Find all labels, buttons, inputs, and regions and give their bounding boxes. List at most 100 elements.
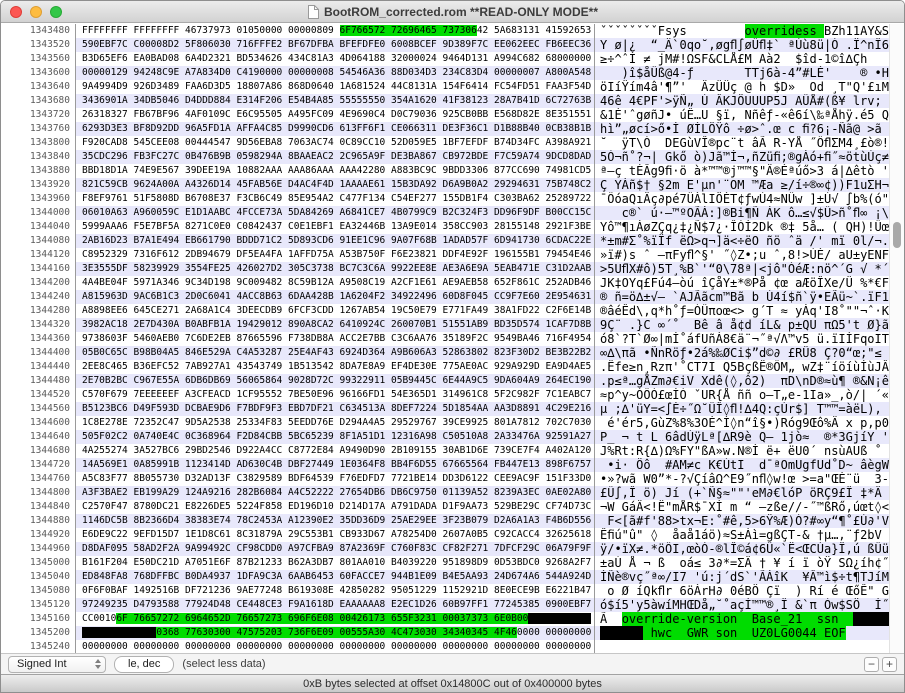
ascii-cell[interactable]: )î$åÛß@4-ƒ TTj6à-4”#LÉ' ® •H	[595, 66, 891, 80]
ascii-cell[interactable]: ó$í5'y5àwíMHŒDå„˘˚açÍ™™®¸Ï &`π Òw$SÖ Ì˝	[595, 598, 891, 612]
ascii-cell[interactable]: hwc GWR son UZ0LG0044 EOF	[595, 626, 891, 640]
ascii-cell[interactable]: ó8`?T`Ø∞|mÍ˚áfUñÁ8€ä¨¬˝ª√Λ™v5 ü.ïIÍFqoIT	[595, 332, 891, 346]
ascii-cell[interactable]: £Û∫‚Î ö) Jí (+`Ñ§≈""'eM∂€lóP öRÇ9£Ï ‡*Ä	[595, 486, 891, 500]
ascii-cell[interactable]: »ï#)s ˆ –πFyﬂ^§' ˝◊Z•;u ˆ‚8!>ÙÈ/ aU±yENF	[595, 248, 891, 262]
hex-bytes-cell[interactable]: A8898EE6 645CE271 2A68A1C4 3DEECDB9 6FCF…	[76, 304, 595, 318]
hex-bytes-cell[interactable]: B161F204 E50DC21D A7051E6F 87B21233 B62A…	[76, 556, 595, 570]
ascii-cell[interactable]: c®` ú·–™ºOÃÁ:]®Bi¶Ñ ÁK ô…≤√$Û>ñ˚ﬂ∞ ¡\	[595, 206, 891, 220]
ascii-cell[interactable]: ˘ ÿT\Ó DEGùVÎ®pc¨t âÃ R-YÅ ˝ÔﬂΣM4¸£ò®!	[595, 136, 891, 150]
ascii-cell[interactable]: é'ér5‚GùZ%8%3OÉ^Ì◊n“î§•)Róg9Œô%Ä x p‚p0	[595, 416, 891, 430]
hex-bytes-cell[interactable]: 97249235 D4793588 77924D48 CE448CE3 F9A1…	[76, 598, 595, 612]
hex-bytes-cell[interactable]: 35CDC296 FB3FC27C 0B476B9B 0598294A 8BAA…	[76, 150, 595, 164]
hex-bytes-cell[interactable]: A3F3BAE2 EB199A29 124A9216 282B6084 A4C5…	[76, 486, 595, 500]
hex-bytes-cell[interactable]: D8DAF095 58AD2F2A 9A99492C CF98CDD0 A97C…	[76, 542, 595, 556]
ascii-cell[interactable]: •i· Öô #AM≠c K€ÚtI d¯ªOmUgfUd˚D~ âègW	[595, 458, 891, 472]
ascii-cell[interactable]: 5Ò¬ñ˚?¬| Gkő ò)Jã™Í¬‚ñZüﬁ;®gÀó+ﬁ˝≈ötùÙç≠	[595, 150, 891, 164]
hex-bytes-cell[interactable]: 2E70B2BC C967E55A 6DB6DB69 56065864 9028…	[76, 374, 595, 388]
ascii-cell[interactable]: Êﬁú"û" ◊ åaå1áö)≈S±Àì=gßÇT-& †µ…‚¨ƒ2bV	[595, 528, 891, 542]
ascii-cell[interactable]: ¬W GáÄ<!Ë"mÅR$¯XÌ m “ –zße//-˝™ßRő‚úœt◊<	[595, 500, 891, 514]
ascii-cell[interactable]: .p≤ª…gÅZm∂€iV Xdê(◊‚ô2) πD\nD®≈ù¶ ®&N¡ê	[595, 374, 891, 388]
hex-bytes-cell[interactable]: 505F02C2 0A740E4C 0C368964 F2D84CBB 5BC6…	[76, 430, 595, 444]
type-selector-dropdown[interactable]: Signed Int	[8, 655, 106, 673]
increase-button[interactable]: +	[882, 656, 897, 672]
ascii-cell[interactable]: •»?wã W0”*-?√ÇíâΩ^E9˝nﬂ◊w!œ >=a"ŒÈ¨ü 3-	[595, 472, 891, 486]
ascii-cell[interactable]: P_ ¬ t L 6âdÚÿLª[∆R9è Q– 1jò≈ ®*3GjíY '	[595, 430, 891, 444]
hex-bytes-cell[interactable]: ED848FA8 768DFFBC B0DA4937 1DFA9C3A 6AAB…	[76, 570, 595, 584]
hex-bytes-cell[interactable]: 00000000 00000000 00000000 00000000 0000…	[76, 640, 595, 653]
ascii-cell[interactable]: Ã override-version Base_21 ssn	[595, 612, 891, 626]
hex-bytes-cell[interactable]: 2AB16D23 B7A1E494 EB661790 BDDD71C2 5D89…	[76, 234, 595, 248]
hex-bytes-cell[interactable]: 2EE8C465 B36EFC52 7AB927A1 43543749 1B51…	[76, 360, 595, 374]
hex-bytes-cell[interactable]: CC00106F 76657272 6964652D 76657273 696F…	[76, 612, 595, 626]
hex-bytes-cell[interactable]: 26318327 FB67BF96 4AF0109C E6C95505 A495…	[76, 108, 595, 122]
ascii-cell[interactable]: .Ëfe≥n¸Rzπ'˚CT7I Q5BçßË®ÔM„ wZ‡¨íöíùÍùJÂ	[595, 360, 891, 374]
ascii-cell[interactable]	[595, 640, 891, 653]
ascii-cell[interactable]: µ ;∆'üY=<∫È÷˝Ω˘ÛÎ◊ﬂ!∆4Q:çÚr$] T™™=àëL)‚	[595, 402, 891, 416]
hex-bytes-cell[interactable]: 5999AAA6 F5E7BF5A 8271C0E0 C0842437 C0E1…	[76, 220, 595, 234]
hex-bytes-cell[interactable]: 14A569E1 0A85991B 1123414D AD630C4B DBF2…	[76, 458, 595, 472]
hex-bytes-cell[interactable]: FFFFFFFF FFFFFFFF 46737973 01050000 0000…	[76, 24, 595, 38]
ascii-cell[interactable]: J%Rt:R{∆)Ω%FY"ßA»w.N®Ì ë+ ëU0´ nsùAUß ˚	[595, 444, 891, 458]
ascii-cell[interactable]: ÌÑè®vç˝ª∞/I7 'ú:j´dS`'ÃÁîK ¥Â™ì$÷t¶TJíM	[595, 570, 891, 584]
hex-bytes-cell[interactable]: B3D65EF6 EA0BAD08 6A4D2321 BD534626 434C…	[76, 52, 595, 66]
ascii-cell[interactable]: ¯ÔóaQıÄç∂pé7ÛÀlIÖÈT¢ƒwÙ4≈NÛw ]±Ù√ ∫b%(ó"	[595, 192, 891, 206]
vertical-scrollbar[interactable]	[889, 24, 904, 653]
hex-bytes-cell[interactable]: 590EBF7C C00008D2 5F806030 716FFFE2 BF67…	[76, 38, 595, 52]
hex-bytes-cell[interactable]: 0368 77630300 47575203 736F6E09 00555A30…	[76, 626, 595, 640]
ascii-cell[interactable]: ª–ç tÈÂg9ﬁ·ö à*™™®j™™§"Ä®Éªúő>3 á|∆êtò '	[595, 164, 891, 178]
hex-bytes-cell[interactable]: BBD18D1A 74E9E567 39DEE19A 10882AAA AAA8…	[76, 164, 595, 178]
ascii-cell[interactable]: Ç YÀñ$† §2m E'µn'¨OM ™Æa ≥/í÷®∞¢))F1uΣH¬	[595, 178, 891, 192]
ascii-cell[interactable]: ±aÚ Å ¬ ß oá≤ 3∂*=ΣÄ † ¥ í ï òŸ SΩ¿íh¢˝	[595, 556, 891, 570]
zoom-button[interactable]	[50, 6, 62, 18]
ascii-cell[interactable]: 9Ç¨ .}C ∞´˚ Bê â å¢d íL& p±QU πΩ5't Ø}ã	[595, 318, 891, 332]
offset-label: 1344240	[1, 290, 76, 304]
scrollbar-thumb[interactable]	[893, 222, 901, 248]
ascii-cell[interactable]: o Ø íQkﬂr 6öÁrH∂ 0éBÖ Çï ) Rí é ŒőÊ" G	[595, 584, 891, 598]
ascii-cell[interactable]: JK‡OYq£Fú4–òú îÇåY±*®På ¢œ aÆöÎXe/Ü %*€F	[595, 276, 891, 290]
minimize-button[interactable]	[30, 6, 42, 18]
ascii-cell[interactable]: ® ñ=ö∆±√– `AJÃãcm™Bã b Ú4í$ñ`ÿ•EÃü~`.ïF1	[595, 290, 891, 304]
ascii-cell[interactable]: 46ê 4€PF'>ÿÑ„ Ú ÂKJÖUUUP5J AÛÅ#(ß¥ lrv;	[595, 94, 891, 108]
ascii-cell[interactable]: *±m#Σ˚%ïÏf ëΩ>q¬]ä<÷ëO ñö ˆä /' mï 0l/¬.	[595, 234, 891, 248]
hex-bytes-cell[interactable]: 1C8E278E 72352C47 9D5A2538 25334F83 5EED…	[76, 416, 595, 430]
ascii-cell[interactable]: öIíŸím4â'¶”' ÄzÜÜç @ h $D» Od ¸T"Q'£ıM	[595, 80, 891, 94]
endianness-button[interactable]: le, dec	[114, 655, 175, 673]
ascii-cell[interactable]: ®âéÊd\‚q*h˚ƒ=ÓÛπoœ<> g´T ≈ yÁq'I8˚""¬ˆ·K	[595, 304, 891, 318]
ascii-cell[interactable]: ∞∆\πã •ÑnRöƒ•2á%‰ØCi$”d©∂ £RÜ8 Ç?0“œ;"≤	[595, 346, 891, 360]
ascii-cell[interactable]: ÿ/•ïX≠.*öÔI‚œòÒ-®lÎ©á¢6Û«`Ë<ŒCÚa}Ï‚ú ßÛü	[595, 542, 891, 556]
hex-bytes-cell[interactable]: 6293D3E3 BF8D92DD 96A5FD1A AFFA4C85 D999…	[76, 122, 595, 136]
hex-bytes-cell[interactable]: A815963D 9AC6B1C3 2D0C6041 4ACC8B63 6DAA…	[76, 290, 595, 304]
hex-bytes-cell[interactable]: 05B0C65C B98B04A5 846E529A C4A53287 25E4…	[76, 346, 595, 360]
hex-bytes-cell[interactable]: E6DE9C22 9EFD15D7 1E1D8C61 8C31879A 29C5…	[76, 528, 595, 542]
hex-bytes-cell[interactable]: 06010A63 A960059C E1D1AABC 4FCCE73A 5DA8…	[76, 206, 595, 220]
hex-bytes-cell[interactable]: 9738603F 5460AEB0 7C6DE2EB 87665596 F738…	[76, 332, 595, 346]
hex-bytes-cell[interactable]: 3E3555DF 58239929 3554FE25 426027D2 305C…	[76, 262, 595, 276]
hex-bytes-cell[interactable]: 0F6F0BAF 1492516B DF721236 9AE77248 B619…	[76, 584, 595, 598]
hex-bytes-cell[interactable]: 821C59CB 9624A00A A4326D14 45FAB56E D4AC…	[76, 178, 595, 192]
hex-bytes-cell[interactable]: 9A4994D9 926D3489 FAA6D3D5 18807A86 868D…	[76, 80, 595, 94]
ascii-cell[interactable]: hì”„øcí>ő•Ì ØÍLÖŸô ÷ø>ˆ.œ c ﬁ?6¡-Ñã@ >ã	[595, 122, 891, 136]
close-button[interactable]	[10, 6, 22, 18]
hex-bytes-cell[interactable]: 3436901A 34DB5046 D4DDD884 E314F206 E54B…	[76, 94, 595, 108]
hex-bytes-cell[interactable]: 4A4BE04F 5971A346 9C34D198 9C009482 8C59…	[76, 276, 595, 290]
ascii-cell[interactable]: ≥÷^ˆÍ ≠ jM#!ΩSF&CLÅ£M Aà2 $îd-1©î∆Çh	[595, 52, 891, 66]
hex-bytes-cell[interactable]: 4A255274 3A527BC6 29BD2546 D922A4CC C877…	[76, 444, 595, 458]
ascii-cell[interactable]: >5UﬂX#ô)5T¸%B`'“0\78ª|<jô"ÓéÆ:nö^´G √ *´	[595, 262, 891, 276]
decrease-button[interactable]: −	[864, 656, 879, 672]
ascii-cell[interactable]: ˇˇˇˇˇˇˇˇFsys overridess BZh11AY&S	[595, 24, 891, 38]
hex-bytes-cell[interactable]: C8952329 7316F612 2DB94679 DF5EA4FA 1AFF…	[76, 248, 595, 262]
hex-bytes-cell[interactable]: F8EF9761 51F5808D B6708E37 F3CB6C49 85E9…	[76, 192, 595, 206]
hex-bytes-cell[interactable]: 3982AC18 2E7D430A B0ABFB1A 19429012 890A…	[76, 318, 595, 332]
hex-bytes-cell[interactable]: C570F679 7EEEEEEF A3CFEACD 1CF95552 7BE5…	[76, 388, 595, 402]
hex-bytes-cell[interactable]: A5C83F77 8B055730 D32AD13F C3829589 BDF6…	[76, 472, 595, 486]
hex-bytes-cell[interactable]: B5123BC6 D49F593D DCBAE9D6 F7BDF9F3 EBD7…	[76, 402, 595, 416]
hex-bytes-cell[interactable]: 1146DC5B 8B2366D4 38383E74 78C2453A A123…	[76, 514, 595, 528]
ascii-cell[interactable]: &1É'ˆgøñJ• úÊ…U §ï‚ Nñêƒ-«ê6í\‰ªÅhÿ.é5 Q	[595, 108, 891, 122]
hex-bytes-cell[interactable]: C2570F47 8780DC21 E8226DE5 5224F858 ED19…	[76, 500, 595, 514]
ascii-cell[interactable]: Y ø|¿ “_Ä`0qo˘‚øgﬂ∫øÛﬂ‡` ªÙù8ü|Ó .Ï^nÏ6	[595, 38, 891, 52]
ascii-cell[interactable]: ≈p^y~ÓÔÒ£œÍÒ ˇUR{Å ññ o–T„e-1Ia»_‚ò/| ´«	[595, 388, 891, 402]
hex-bytes-cell[interactable]: F920CAD8 545CEE08 00444547 9D56EBA8 7063…	[76, 136, 595, 150]
ascii-cell[interactable]: F<[ã#f'88>tx¬E:˚#ê‚5>6Ÿ%Æ)Ó?#∞y“¶˚£Ù∂'V	[595, 514, 891, 528]
ascii-cell[interactable]: Yô™¶ıÁøZÇq¿‡¿Ñ$7¿·ÎÒÍ2Dk ®‡ 5å… ( QH)!Ûœ	[595, 220, 891, 234]
hex-bytes-cell[interactable]: 00000129 94248C9E A7A834D0 C4190000 0000…	[76, 66, 595, 80]
